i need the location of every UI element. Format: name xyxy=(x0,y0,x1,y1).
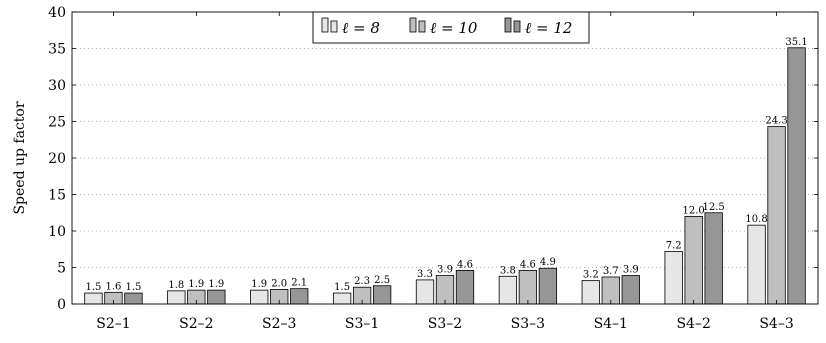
y-tick-label: 10 xyxy=(48,224,66,240)
x-category-label: S3–1 xyxy=(345,316,379,332)
bar xyxy=(415,279,435,305)
bar-value-label: 1.9 xyxy=(251,279,267,290)
x-category-label: S4–3 xyxy=(759,316,793,332)
x-category-label: S2–2 xyxy=(179,316,213,332)
bar-value-label: 2.5 xyxy=(374,275,390,286)
y-tick-label: 15 xyxy=(48,188,66,204)
x-category-label: S2–1 xyxy=(96,316,130,332)
bar-value-label: 1.5 xyxy=(334,282,350,293)
x-category-label: S4–1 xyxy=(594,316,628,332)
bar xyxy=(621,275,640,305)
y-tick-label: 5 xyxy=(57,261,66,277)
bar-value-label: 1.6 xyxy=(105,281,121,292)
x-category-label: S3–2 xyxy=(428,316,462,332)
y-tick-label: 35 xyxy=(48,42,66,58)
bar xyxy=(704,212,723,305)
bar-value-label: 3.7 xyxy=(603,266,619,277)
x-category-label: S3–3 xyxy=(511,316,545,332)
bar xyxy=(250,289,269,305)
y-tick-label: 30 xyxy=(48,78,66,94)
y-tick-label: 0 xyxy=(57,297,66,313)
bar xyxy=(498,275,518,305)
legend-label: ℓ = 8 xyxy=(342,19,380,37)
y-tick-label: 25 xyxy=(48,115,66,131)
y-axis-title: Speed up factor xyxy=(12,101,28,214)
legend-label: ℓ = 10 xyxy=(430,19,478,37)
bar xyxy=(290,288,309,305)
bar xyxy=(518,270,538,305)
axes: 0 5 10 15 20 25 30 35 40 S2–1 S2–2 S2–3 S3–1 S3–2 S3–3… xyxy=(48,5,819,332)
y-tick-label: 20 xyxy=(48,151,66,167)
legend-swatch xyxy=(330,20,338,33)
bar-value-label: 12.5 xyxy=(703,202,725,213)
bar xyxy=(332,292,352,305)
legend-swatch xyxy=(418,20,426,33)
bar xyxy=(581,280,600,305)
legend-swatch xyxy=(409,17,417,33)
bar-value-label: 24.3 xyxy=(765,116,787,127)
legend-swatch xyxy=(513,20,521,33)
bar-value-label: 3.2 xyxy=(583,270,599,281)
bar xyxy=(455,270,475,305)
bar xyxy=(124,292,143,305)
bar xyxy=(167,290,186,305)
bar xyxy=(538,267,558,305)
bar-value-label: 2.3 xyxy=(354,276,370,287)
bars xyxy=(84,47,806,305)
bar-value-label: 1.9 xyxy=(188,279,204,290)
bar-value-label: 2.1 xyxy=(291,278,307,289)
bar xyxy=(601,276,620,305)
x-category-label: S4–2 xyxy=(676,316,710,332)
bar-value-label: 12.0 xyxy=(683,205,705,216)
x-category-label: S2–3 xyxy=(262,316,296,332)
bar-value-label: 4.6 xyxy=(457,259,473,270)
bar-value-label: 3.9 xyxy=(623,265,639,276)
bar-value-label: 1.5 xyxy=(125,282,141,293)
bar-value-label: 1.8 xyxy=(168,280,184,291)
bar xyxy=(435,275,455,305)
bar-value-label: 10.8 xyxy=(745,214,767,225)
bar xyxy=(664,251,683,305)
bar xyxy=(84,292,103,305)
bar-value-label: 7.2 xyxy=(666,240,682,251)
bar-value-label: 3.3 xyxy=(417,269,433,280)
bar-value-label: 35.1 xyxy=(785,37,807,48)
legend-swatch xyxy=(504,17,512,33)
bar-value-label: 3.8 xyxy=(500,265,516,276)
bar xyxy=(372,285,392,305)
legend-box xyxy=(312,11,590,44)
bar-value-label: 4.6 xyxy=(520,259,536,270)
y-tick-label: 40 xyxy=(48,5,66,21)
bar xyxy=(767,126,786,305)
value-labels: 1.5 1.6 1.5 1.8 1.9 1.9 1.9 2.0 2.1 1.5 2.3 2.5 3.3 3… xyxy=(85,37,807,293)
bar-value-label: 3.9 xyxy=(437,265,453,276)
legend-label: ℓ = 12 xyxy=(525,19,572,37)
bar-value-label: 1.9 xyxy=(208,279,224,290)
bar xyxy=(747,224,766,305)
bar xyxy=(207,289,226,305)
legend: ℓ = 8 ℓ = 10 ℓ = 12 xyxy=(312,11,590,44)
bar xyxy=(684,215,703,305)
legend-swatch xyxy=(321,17,329,33)
bar-value-label: 1.5 xyxy=(85,282,101,293)
gridlines xyxy=(72,48,818,268)
bar-value-label: 2.0 xyxy=(271,278,287,289)
bar-value-label: 4.9 xyxy=(540,257,556,268)
bar xyxy=(787,47,806,305)
